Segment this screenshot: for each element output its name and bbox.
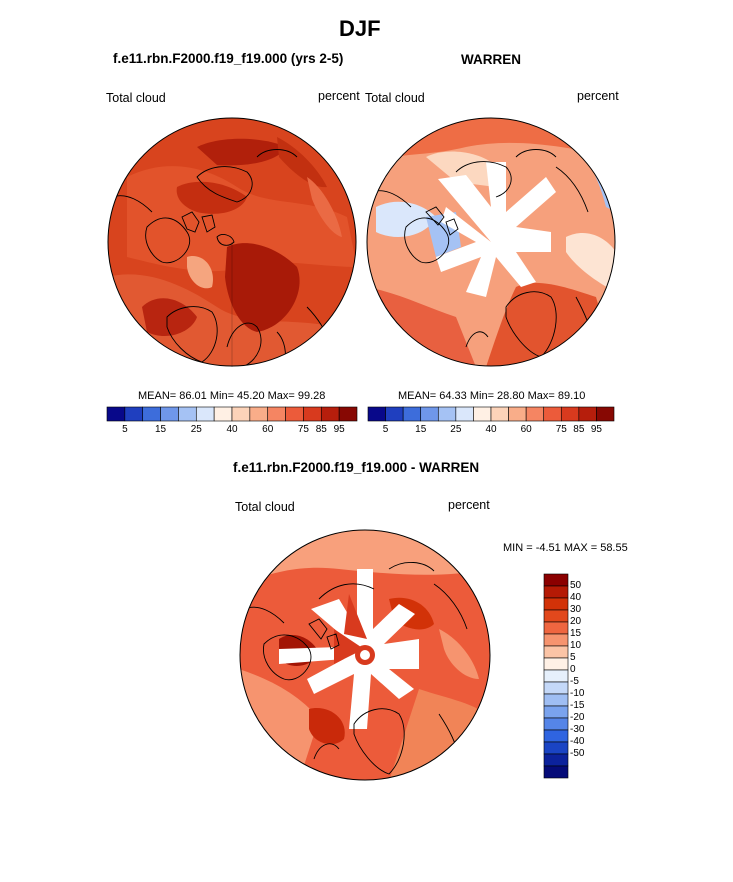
colorbar-swatch xyxy=(437,406,457,422)
left-colorbar xyxy=(106,406,358,422)
colorbar-swatch xyxy=(543,573,569,587)
colorbar-tick-label: 40 xyxy=(485,424,497,435)
colorbar-swatch xyxy=(543,741,569,755)
colorbar-tick-label: 85 xyxy=(573,424,585,435)
left-variable-label: Total cloud xyxy=(106,91,166,105)
colorbar-tick-label: 15 xyxy=(155,424,167,435)
colorbar-swatch xyxy=(543,729,569,743)
colorbar-swatch xyxy=(142,406,161,422)
colorbar-swatch xyxy=(543,669,569,683)
colorbar-tick-label: 95 xyxy=(333,424,345,435)
colorbar-swatch xyxy=(543,705,569,719)
colorbar-swatch xyxy=(596,406,615,422)
colorbar-tick-label: 20 xyxy=(570,616,582,627)
colorbar-tick-label: 50 xyxy=(570,580,582,591)
colorbar-tick-label: 40 xyxy=(570,592,582,603)
colorbar-tick-label: -10 xyxy=(570,688,585,699)
colorbar-swatch xyxy=(543,633,569,647)
colorbar-swatch xyxy=(543,609,569,623)
right-units-label: percent xyxy=(577,89,619,103)
colorbar-tick-label: 25 xyxy=(190,424,202,435)
colorbar-tick-label: 30 xyxy=(570,604,582,615)
colorbar-swatch xyxy=(543,693,569,707)
colorbar-tick-label: 10 xyxy=(570,640,582,651)
colorbar-swatch xyxy=(455,406,474,422)
right-polar-map xyxy=(366,117,616,367)
colorbar-tick-label: -5 xyxy=(570,676,579,687)
figure-title: DJF xyxy=(339,16,381,41)
colorbar-swatch xyxy=(338,406,358,422)
colorbar-tick-label: 5 xyxy=(382,424,389,435)
colorbar-swatch xyxy=(402,406,422,422)
colorbar-swatch xyxy=(543,585,569,599)
diff-colorbar xyxy=(543,573,569,779)
left-stats: MEAN= 86.01 Min= 45.20 Max= 99.28 xyxy=(138,390,326,402)
colorbar-swatch xyxy=(543,717,569,731)
colorbar-swatch xyxy=(543,406,562,422)
colorbar-swatch xyxy=(543,621,569,635)
colorbar-tick-label: -30 xyxy=(570,724,585,735)
colorbar-swatch xyxy=(213,406,233,422)
colorbar-tick-label: -15 xyxy=(570,700,585,711)
colorbar-swatch xyxy=(303,406,322,422)
colorbar-tick-label: 15 xyxy=(415,424,427,435)
colorbar-swatch xyxy=(543,681,569,695)
left-polar-map xyxy=(107,117,357,367)
colorbar-swatch xyxy=(195,406,215,422)
colorbar-tick-label: 5 xyxy=(122,424,128,435)
colorbar-tick-label: 40 xyxy=(226,424,238,435)
colorbar-swatch xyxy=(525,406,545,422)
colorbar-tick-label: 75 xyxy=(555,424,567,435)
colorbar-tick-label: 85 xyxy=(315,424,327,435)
colorbar-swatch xyxy=(543,657,569,671)
right-colorbar xyxy=(367,406,615,422)
colorbar-swatch xyxy=(320,406,340,422)
colorbar-swatch xyxy=(385,406,404,422)
colorbar-swatch xyxy=(543,753,569,767)
colorbar-swatch xyxy=(285,406,304,422)
colorbar-swatch xyxy=(543,645,569,659)
colorbar-swatch xyxy=(543,597,569,611)
colorbar-swatch xyxy=(178,406,197,422)
colorbar-tick-label: 15 xyxy=(570,628,582,639)
colorbar-swatch xyxy=(420,406,439,422)
colorbar-swatch xyxy=(543,765,569,779)
colorbar-tick-label: 5 xyxy=(570,652,576,663)
colorbar-swatch xyxy=(249,406,269,422)
colorbar-swatch xyxy=(578,406,597,422)
diff-stats: MIN = -4.51 MAX = 58.55 xyxy=(503,542,628,554)
colorbar-tick-label: 95 xyxy=(590,424,602,435)
colorbar-tick-label: -20 xyxy=(570,712,585,723)
colorbar-swatch xyxy=(231,406,251,422)
colorbar-swatch xyxy=(106,406,126,422)
colorbar-swatch xyxy=(267,406,286,422)
diff-variable-label: Total cloud xyxy=(235,500,295,514)
colorbar-tick-label: -40 xyxy=(570,736,585,747)
colorbar-tick-label: 60 xyxy=(520,424,532,435)
colorbar-swatch xyxy=(560,406,580,422)
left-panel-title: f.e11.rbn.F2000.f19_f19.000 (yrs 2-5) xyxy=(113,51,344,66)
left-units-label: percent xyxy=(318,89,360,103)
colorbar-swatch xyxy=(367,406,386,422)
right-panel-title: WARREN xyxy=(461,52,521,67)
colorbar-swatch xyxy=(160,406,179,422)
right-variable-label: Total cloud xyxy=(365,91,425,105)
right-stats: MEAN= 64.33 Min= 28.80 Max= 89.10 xyxy=(398,390,586,402)
diff-polar-map xyxy=(239,529,491,781)
colorbar-swatch xyxy=(508,406,527,422)
colorbar-swatch xyxy=(124,406,144,422)
colorbar-tick-label: -50 xyxy=(570,748,585,759)
colorbar-tick-label: 25 xyxy=(450,424,462,435)
colorbar-swatch xyxy=(473,406,492,422)
diff-units-label: percent xyxy=(448,498,490,512)
colorbar-tick-label: 0 xyxy=(570,664,576,675)
colorbar-tick-label: 60 xyxy=(262,424,274,435)
colorbar-tick-label: 75 xyxy=(297,424,309,435)
diff-panel-title: f.e11.rbn.F2000.f19_f19.000 - WARREN xyxy=(233,460,480,475)
colorbar-swatch xyxy=(490,406,509,422)
